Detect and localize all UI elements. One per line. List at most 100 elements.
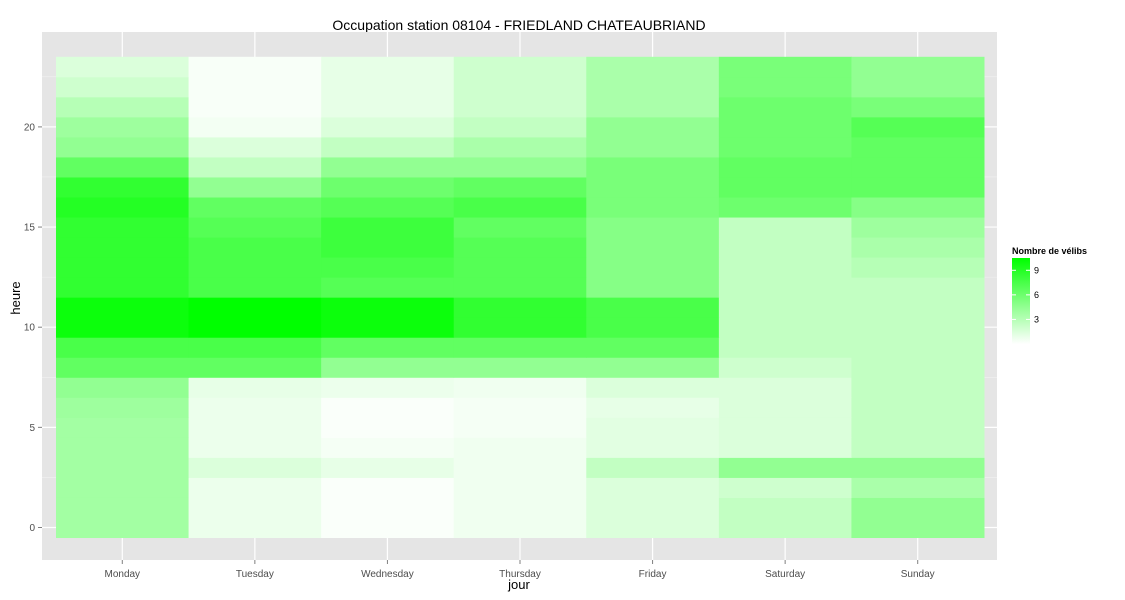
- heatmap-tile: [321, 257, 455, 278]
- legend-colorbar: [1012, 258, 1030, 344]
- legend-tick-label: 9: [1034, 265, 1039, 275]
- heatmap-tile: [586, 96, 720, 118]
- heatmap-tile: [321, 237, 455, 258]
- heatmap-tile: [56, 497, 190, 518]
- heatmap-tile: [188, 237, 322, 258]
- heatmap-tile: [321, 317, 455, 338]
- heatmap-tile: [586, 257, 720, 278]
- heatmap-tile: [586, 397, 720, 418]
- heatmap-tile: [321, 136, 455, 158]
- heatmap-tile: [586, 457, 720, 478]
- heatmap-tile: [321, 477, 455, 498]
- heatmap-tile: [586, 357, 720, 378]
- heatmap-tile: [586, 517, 720, 539]
- heatmap-tile: [56, 357, 190, 378]
- heatmap-tile: [56, 337, 190, 358]
- y-tick-label: 15: [24, 223, 36, 234]
- heatmap-tile: [56, 76, 190, 98]
- heatmap-tile: [56, 437, 190, 458]
- y-tick-label: 0: [29, 523, 35, 534]
- heatmap-tile: [586, 277, 720, 298]
- heatmap-tile: [321, 497, 455, 518]
- heatmap-tiles: [56, 56, 985, 539]
- heatmap-tile: [453, 497, 587, 518]
- heatmap-tile: [718, 56, 852, 78]
- heatmap-tile: [56, 417, 190, 438]
- heatmap-tile: [56, 217, 190, 238]
- heatmap-tile: [321, 56, 455, 78]
- heatmap-tile: [56, 297, 190, 318]
- heatmap-tile: [321, 417, 455, 438]
- heatmap-tile: [851, 277, 985, 298]
- heatmap-tile: [56, 457, 190, 478]
- heatmap-tile: [586, 477, 720, 498]
- heatmap-tile: [188, 457, 322, 478]
- heatmap-tile: [586, 437, 720, 458]
- heatmap-tile: [453, 477, 587, 498]
- chart-title: Occupation station 08104 - FRIEDLAND CHA…: [332, 17, 705, 33]
- heatmap-tile: [321, 377, 455, 398]
- heatmap-tile: [56, 257, 190, 278]
- heatmap-tile: [586, 317, 720, 338]
- x-axis-title: jour: [507, 577, 530, 592]
- heatmap-tile: [188, 477, 322, 498]
- heatmap-tile: [56, 477, 190, 498]
- heatmap-tile: [188, 96, 322, 118]
- heatmap-tile: [321, 457, 455, 478]
- legend-tick-label: 3: [1034, 314, 1039, 324]
- heatmap-tile: [851, 457, 985, 478]
- heatmap-tile: [453, 337, 587, 358]
- heatmap-tile: [453, 136, 587, 158]
- heatmap-tile: [188, 277, 322, 298]
- heatmap-tile: [56, 377, 190, 398]
- heatmap-tile: [188, 76, 322, 98]
- heatmap-tile: [56, 317, 190, 338]
- legend-ticks: 3 6 9: [1012, 265, 1039, 324]
- heatmap-tile: [851, 56, 985, 78]
- x-tick-label: Saturday: [765, 569, 805, 580]
- heatmap-tile: [321, 156, 455, 178]
- legend-tick-label: 6: [1034, 290, 1039, 300]
- heatmap-tile: [453, 257, 587, 278]
- heatmap-tile: [851, 337, 985, 358]
- heatmap-tile: [56, 517, 190, 539]
- heatmap-tile: [718, 297, 852, 318]
- heatmap-tile: [453, 437, 587, 458]
- heatmap-tile: [851, 417, 985, 438]
- x-tick-label: Wednesday: [361, 569, 414, 580]
- heatmap-tile: [321, 116, 455, 138]
- heatmap-tile: [56, 116, 190, 138]
- heatmap-tile: [188, 357, 322, 378]
- heatmap-tile: [718, 437, 852, 458]
- heatmap-tile: [321, 297, 455, 318]
- color-legend: Nombre de vélibs 3 6 9: [1012, 246, 1087, 344]
- x-axis: Monday Tuesday Wednesday Thursday Friday Satu…: [104, 560, 935, 580]
- heatmap-tile: [851, 397, 985, 418]
- heatmap-tile: [188, 176, 322, 198]
- heatmap-tile: [851, 116, 985, 138]
- heatmap-tile: [56, 397, 190, 418]
- heatmap-tile: [188, 136, 322, 158]
- heatmap-tile: [851, 357, 985, 378]
- heatmap-tile: [718, 96, 852, 118]
- heatmap-tile: [718, 217, 852, 238]
- heatmap-tile: [453, 357, 587, 378]
- heatmap-tile: [586, 197, 720, 218]
- heatmap-tile: [718, 76, 852, 98]
- heatmap-tile: [56, 56, 190, 78]
- heatmap-tile: [851, 477, 985, 498]
- heatmap-tile: [851, 317, 985, 338]
- heatmap-tile: [586, 497, 720, 518]
- heatmap-tile: [321, 277, 455, 298]
- heatmap-tile: [718, 197, 852, 218]
- y-tick-label: 10: [24, 323, 36, 334]
- heatmap-tile: [188, 56, 322, 78]
- heatmap-tile: [851, 297, 985, 318]
- heatmap-tile: [188, 217, 322, 238]
- heatmap-tile: [453, 517, 587, 539]
- heatmap-tile: [851, 437, 985, 458]
- heatmap-tile: [56, 136, 190, 158]
- heatmap-tile: [453, 56, 587, 78]
- legend-title: Nombre de vélibs: [1012, 246, 1087, 256]
- heatmap-tile: [56, 277, 190, 298]
